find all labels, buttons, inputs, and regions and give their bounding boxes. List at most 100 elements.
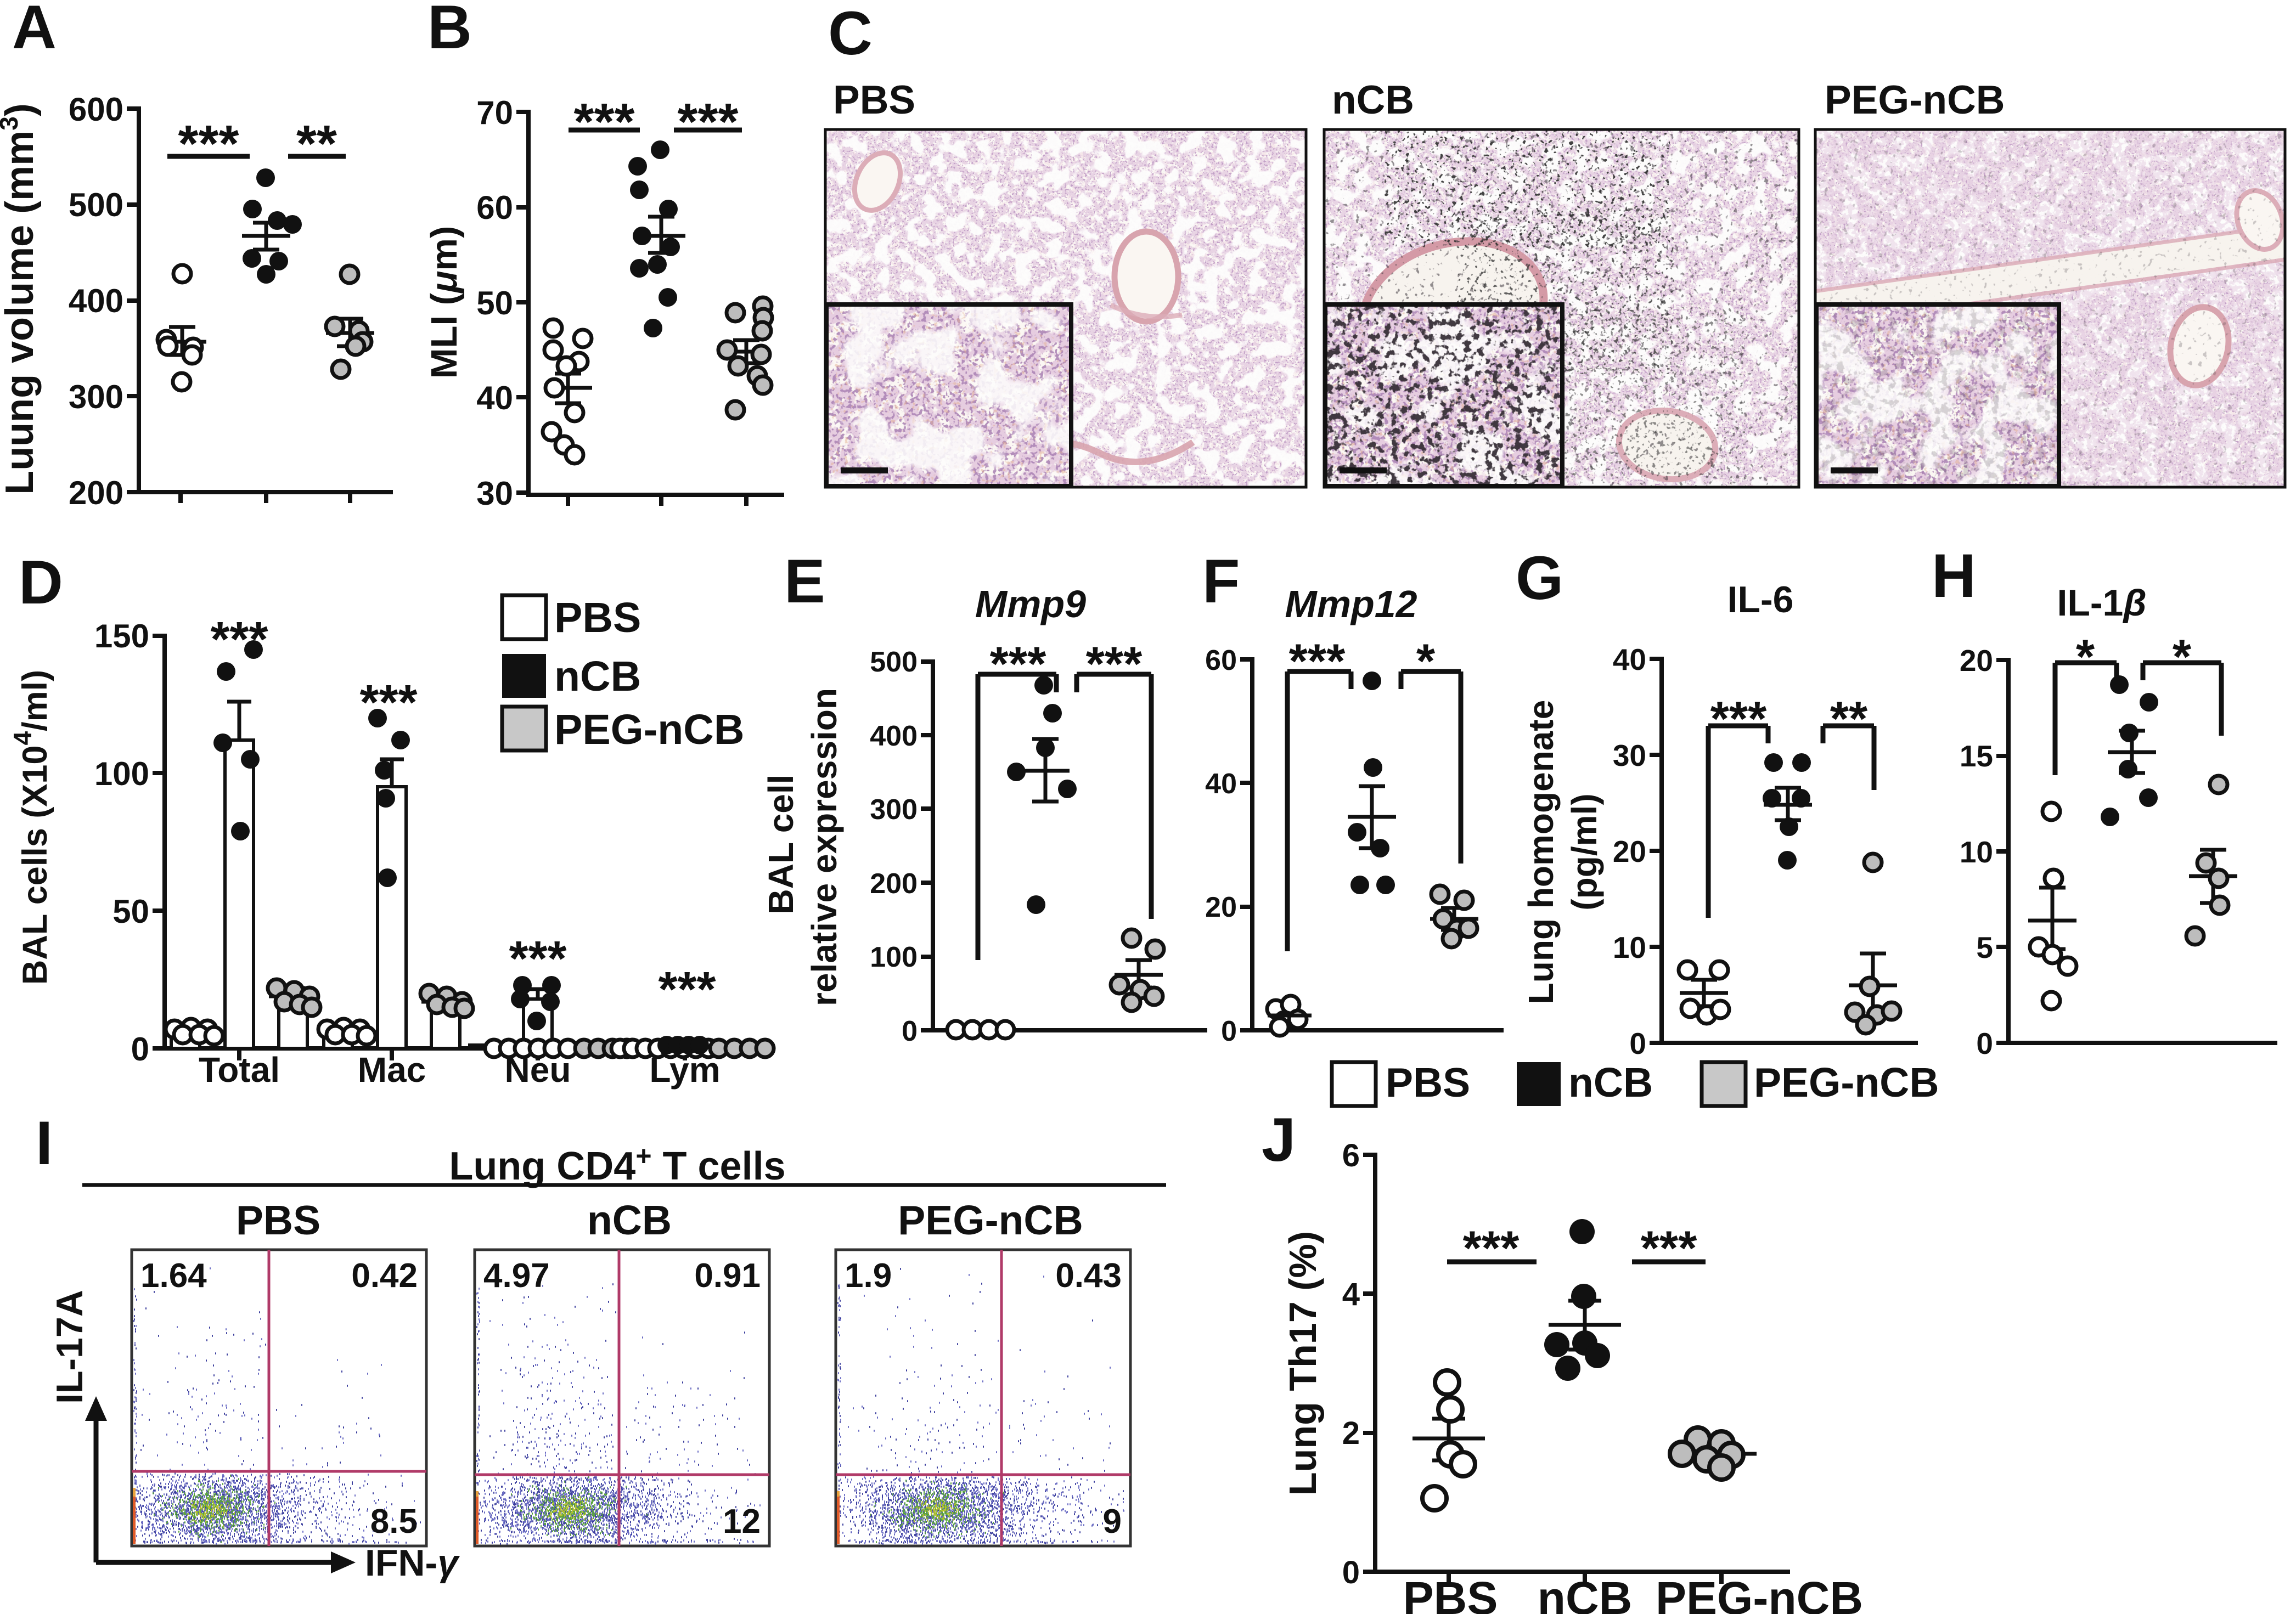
svg-text:***: *** [359, 675, 417, 730]
svg-text:***: *** [574, 93, 635, 151]
svg-text:10: 10 [1613, 930, 1646, 964]
svg-text:***: *** [658, 962, 716, 1017]
svg-text:nCB: nCB [1538, 1572, 1633, 1614]
svg-text:40: 40 [1613, 642, 1646, 676]
svg-text:Lung CD4+ T cells: Lung CD4+ T cells [449, 1141, 785, 1188]
svg-text:**: ** [296, 115, 337, 173]
svg-text:nCB: nCB [1568, 1059, 1653, 1105]
svg-text:200: 200 [69, 475, 123, 511]
svg-text:A: A [12, 0, 57, 61]
svg-text:40: 40 [476, 380, 513, 416]
svg-text:500: 500 [69, 187, 123, 223]
svg-text:IL-6: IL-6 [1727, 579, 1794, 620]
svg-text:4: 4 [1342, 1277, 1360, 1312]
svg-text:*: * [2173, 629, 2192, 684]
svg-text:2: 2 [1342, 1415, 1360, 1451]
svg-text:150: 150 [94, 618, 149, 654]
svg-text:70: 70 [476, 94, 513, 131]
svg-text:nCB: nCB [587, 1197, 672, 1243]
svg-text:***: *** [1086, 636, 1143, 691]
svg-text:Mmp12: Mmp12 [1285, 583, 1417, 625]
svg-text:PEG-nCB: PEG-nCB [554, 706, 745, 753]
svg-text:PBS: PBS [1403, 1572, 1498, 1614]
svg-text:60: 60 [476, 189, 513, 226]
svg-text:F: F [1202, 547, 1240, 616]
svg-text:PBS: PBS [1386, 1059, 1470, 1105]
svg-text:20: 20 [1960, 644, 1993, 678]
svg-text:10: 10 [1960, 835, 1993, 869]
svg-text:***: *** [178, 115, 239, 173]
svg-text:0.43: 0.43 [1055, 1257, 1122, 1295]
svg-text:(pg/ml): (pg/ml) [1565, 793, 1604, 910]
svg-text:D: D [19, 548, 63, 617]
svg-text:***: *** [678, 93, 739, 151]
svg-text:*: * [2076, 629, 2095, 684]
svg-text:C: C [828, 0, 873, 67]
svg-text:50: 50 [112, 893, 149, 930]
svg-text:600: 600 [69, 91, 123, 128]
svg-text:6: 6 [1342, 1138, 1360, 1173]
svg-text:0: 0 [1221, 1015, 1237, 1047]
svg-text:20: 20 [1205, 891, 1237, 923]
svg-text:1.64: 1.64 [140, 1257, 207, 1295]
svg-text:nCB: nCB [1332, 78, 1414, 122]
svg-text:0.42: 0.42 [351, 1257, 418, 1295]
svg-text:0: 0 [1342, 1555, 1360, 1590]
svg-text:PEG-nCB: PEG-nCB [1754, 1059, 1939, 1105]
svg-text:***: *** [1710, 691, 1767, 746]
svg-text:0: 0 [902, 1015, 918, 1047]
svg-text:Lung Th17 (%): Lung Th17 (%) [1281, 1231, 1324, 1496]
svg-text:0: 0 [131, 1031, 149, 1068]
svg-text:30: 30 [476, 475, 513, 512]
svg-text:IL-17A: IL-17A [49, 1290, 91, 1404]
svg-text:Mmp9: Mmp9 [975, 583, 1086, 625]
svg-text:***: *** [210, 612, 268, 667]
svg-text:H: H [1932, 541, 1976, 610]
svg-text:PEG-nCB: PEG-nCB [1656, 1572, 1863, 1614]
svg-text:Luung volume (mm3): Luung volume (mm3) [0, 103, 42, 495]
svg-text:PBS: PBS [554, 594, 641, 641]
svg-text:MLI (μm): MLI (μm) [424, 226, 465, 379]
svg-text:E: E [784, 547, 825, 616]
svg-text:*: * [1416, 634, 1436, 688]
svg-text:50: 50 [476, 285, 513, 321]
svg-text:12: 12 [723, 1503, 761, 1540]
svg-text:nCB: nCB [554, 653, 641, 700]
svg-text:1.9: 1.9 [845, 1257, 892, 1295]
svg-text:15: 15 [1960, 739, 1993, 773]
svg-text:**: ** [1830, 691, 1868, 746]
svg-text:PBS: PBS [236, 1197, 320, 1243]
svg-text:0.91: 0.91 [694, 1257, 761, 1295]
svg-text:400: 400 [870, 720, 918, 752]
svg-text:BAL cells (X104/ml): BAL cells (X104/ml) [8, 670, 54, 985]
svg-text:100: 100 [94, 755, 149, 792]
svg-text:Mac: Mac [358, 1050, 426, 1090]
svg-text:IFN-γ: IFN-γ [365, 1542, 460, 1584]
svg-text:***: *** [1641, 1221, 1697, 1275]
svg-text:PBS: PBS [833, 78, 915, 122]
svg-text:200: 200 [870, 868, 918, 900]
svg-text:400: 400 [69, 283, 123, 319]
svg-text:IL-1β: IL-1β [2057, 582, 2146, 624]
svg-text:B: B [427, 0, 472, 61]
svg-text:J: J [1262, 1105, 1296, 1174]
svg-text:4.97: 4.97 [483, 1257, 550, 1295]
svg-text:500: 500 [870, 646, 918, 678]
svg-text:I: I [36, 1109, 53, 1177]
svg-text:60: 60 [1205, 645, 1237, 676]
svg-text:300: 300 [870, 794, 918, 826]
svg-text:20: 20 [1613, 834, 1646, 868]
svg-text:Lung homogenate: Lung homogenate [1521, 700, 1561, 1004]
svg-text:8.5: 8.5 [370, 1503, 418, 1540]
svg-text:***: *** [1289, 634, 1346, 688]
svg-text:relative expression: relative expression [804, 688, 844, 1006]
svg-text:***: *** [1463, 1221, 1520, 1275]
svg-text:0: 0 [1629, 1026, 1646, 1060]
svg-text:40: 40 [1205, 768, 1237, 800]
svg-text:5: 5 [1976, 930, 1993, 964]
svg-text:PEG-nCB: PEG-nCB [898, 1197, 1083, 1243]
svg-text:Total: Total [199, 1050, 280, 1090]
svg-text:0: 0 [1976, 1026, 1993, 1060]
svg-text:300: 300 [69, 379, 123, 415]
svg-text:30: 30 [1613, 738, 1646, 772]
